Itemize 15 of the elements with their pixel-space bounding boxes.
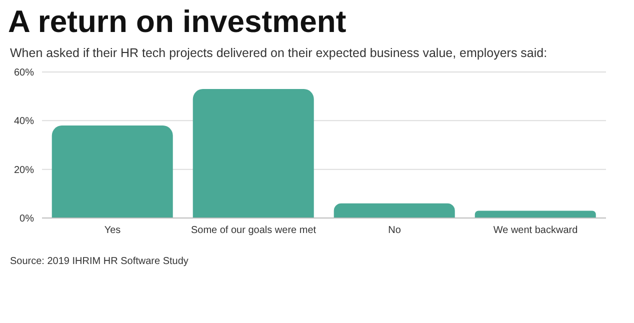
chart-subtitle: When asked if their HR tech projects delivered on their expected business value, employers said: — [10, 46, 548, 60]
source-note: Source: 2019 IHRIM HR Software Study — [10, 256, 190, 267]
chart-title: A return on investment — [8, 4, 348, 40]
y-tick-label: 40% — [14, 116, 34, 128]
bar — [474, 210, 596, 218]
y-tick-label: 0% — [20, 214, 34, 225]
y-tick-label: 60% — [14, 68, 34, 79]
x-tick-label: No — [388, 225, 402, 236]
x-tick-label: Yes — [104, 225, 121, 236]
x-tick-label: We went backward — [493, 225, 578, 236]
x-tick-label: Some of our goals were met — [190, 225, 316, 236]
bar — [52, 126, 173, 218]
bar — [334, 203, 455, 218]
y-tick-label: 20% — [14, 164, 34, 176]
bar — [192, 89, 314, 218]
